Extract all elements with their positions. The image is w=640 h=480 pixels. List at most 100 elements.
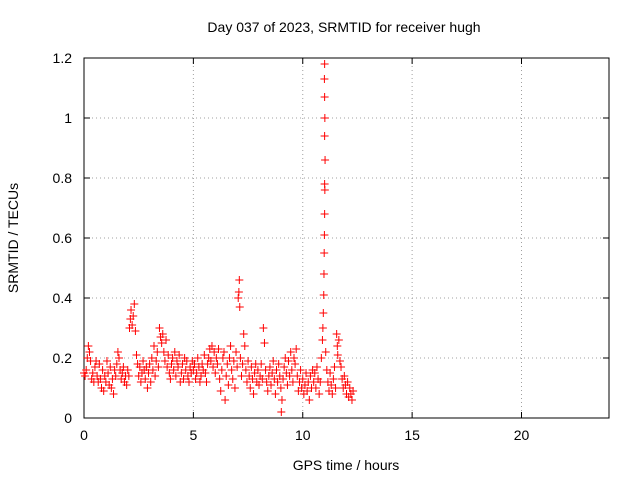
data-point-plus — [259, 324, 268, 332]
data-point-plus — [271, 390, 280, 398]
data-point-plus — [85, 348, 94, 356]
data-point-plus — [226, 342, 235, 350]
data-point-plus — [335, 357, 344, 365]
data-point-plus — [284, 357, 293, 365]
data-point-plus — [192, 369, 201, 377]
data-point-plus — [316, 378, 325, 386]
data-point-plus — [159, 348, 168, 356]
data-point-plus — [98, 366, 107, 374]
data-point-plus — [197, 372, 206, 380]
data-point-plus — [302, 369, 311, 377]
data-points — [80, 60, 358, 416]
data-point-plus — [248, 375, 257, 383]
data-point-plus — [230, 384, 239, 392]
data-point-plus — [200, 351, 209, 359]
data-point-plus — [181, 366, 190, 374]
data-point-plus — [292, 345, 301, 353]
data-point-plus — [213, 360, 222, 368]
data-point-plus — [124, 372, 133, 380]
data-point-plus — [163, 363, 172, 371]
data-point-plus — [258, 375, 267, 383]
data-point-plus — [143, 384, 152, 392]
data-point-plus — [332, 330, 341, 338]
data-point-plus — [220, 348, 228, 356]
data-point-plus — [290, 354, 298, 362]
y-tick-label: 1.2 — [53, 50, 73, 66]
data-point-plus — [164, 351, 173, 359]
data-point-plus — [129, 312, 138, 320]
x-axis-label: GPS time / hours — [293, 457, 400, 473]
data-point-plus — [225, 354, 234, 362]
data-point-plus — [174, 363, 183, 371]
data-point-plus — [280, 363, 289, 371]
data-point-plus — [241, 366, 250, 374]
data-point-plus — [191, 375, 200, 383]
data-point-plus — [107, 384, 116, 392]
data-point-plus — [82, 366, 91, 374]
data-point-plus — [84, 342, 93, 350]
data-point-plus — [320, 60, 329, 68]
data-point-plus — [310, 369, 319, 377]
data-point-plus — [190, 360, 199, 368]
data-point-plus — [240, 342, 249, 350]
data-point-plus — [111, 372, 120, 380]
data-point-plus — [244, 357, 253, 365]
data-point-plus — [185, 378, 193, 386]
data-point-plus — [210, 348, 219, 356]
data-point-plus — [321, 156, 330, 164]
data-point-plus — [349, 387, 358, 395]
data-point-plus — [320, 180, 329, 188]
data-point-plus — [169, 366, 178, 374]
data-point-plus — [106, 363, 115, 371]
data-point-plus — [150, 342, 158, 350]
data-point-plus — [167, 360, 176, 368]
data-point-plus — [276, 384, 285, 392]
data-point-plus — [235, 303, 244, 311]
data-point-plus — [291, 360, 300, 368]
data-point-plus — [320, 231, 329, 239]
grid-lines — [84, 58, 609, 418]
data-point-plus — [113, 348, 122, 356]
data-point-plus — [139, 357, 148, 365]
data-point-plus — [333, 342, 342, 350]
data-point-plus — [285, 372, 294, 380]
data-point-plus — [262, 378, 271, 386]
data-point-plus — [265, 363, 274, 371]
data-point-plus — [298, 375, 307, 383]
data-point-plus — [261, 366, 270, 374]
data-point-plus — [311, 384, 320, 392]
data-point-plus — [235, 276, 244, 284]
data-point-plus — [223, 360, 232, 368]
data-point-plus — [154, 363, 163, 371]
data-point-plus — [263, 387, 272, 395]
data-point-plus — [158, 330, 167, 338]
data-point-plus — [136, 378, 145, 386]
data-point-plus — [123, 366, 132, 374]
data-point-plus — [141, 375, 150, 383]
data-point-plus — [333, 351, 342, 359]
data-point-plus — [144, 369, 153, 377]
y-tick-label: 0 — [64, 410, 72, 426]
data-point-plus — [222, 372, 231, 380]
data-point-plus — [340, 372, 349, 380]
data-point-plus — [227, 366, 236, 374]
data-point-plus — [151, 372, 160, 380]
data-point-plus — [283, 381, 292, 389]
data-point-plus — [260, 339, 269, 347]
data-point-plus — [88, 369, 97, 377]
y-tick-label: 0.6 — [53, 230, 73, 246]
data-point-plus — [318, 324, 327, 332]
data-point-plus — [327, 381, 336, 389]
data-point-plus — [257, 360, 266, 368]
data-point-plus — [148, 366, 157, 374]
data-point-plus — [112, 360, 121, 368]
data-point-plus — [337, 363, 346, 371]
data-point-plus — [102, 357, 111, 365]
data-point-plus — [232, 348, 241, 356]
data-point-plus — [211, 369, 220, 377]
data-point-plus — [293, 372, 302, 380]
data-point-plus — [90, 363, 99, 371]
data-point-plus — [320, 93, 329, 101]
data-point-plus — [277, 396, 286, 404]
